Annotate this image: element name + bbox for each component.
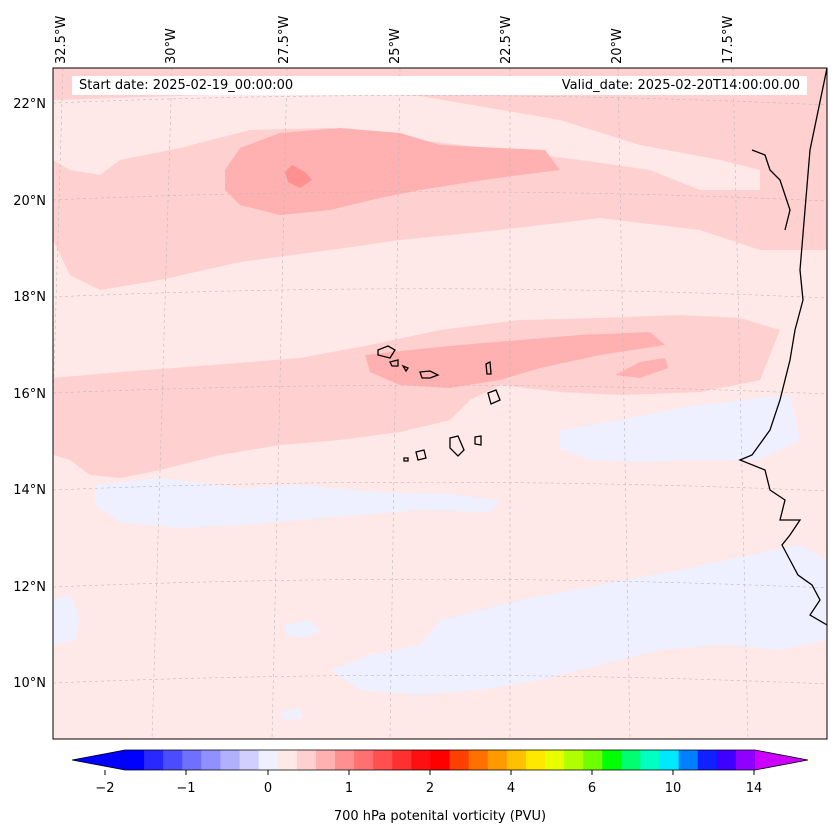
pv-contour-medium-pink [365, 332, 665, 388]
colorbar-title: 700 hPa potenital vorticity (PVU) [333, 809, 547, 824]
colorbar-over-arrow [755, 750, 808, 770]
colorbar-segment [239, 750, 260, 770]
longitude-label: 27.5°W [277, 15, 292, 64]
colorbar-segment [182, 750, 202, 770]
colorbar [71, 749, 809, 771]
colorbar-tick-label: 1 [344, 781, 354, 796]
colorbar-tick-label: 6 [587, 781, 597, 796]
latitude-label: 18°N [13, 290, 46, 305]
colorbar-tick-label: −1 [176, 781, 196, 796]
colorbar-segment [277, 750, 298, 770]
pv-contour-light-blue [95, 478, 500, 528]
colorbar-segment [583, 750, 603, 770]
longitude-label: 20°W [610, 28, 625, 64]
map-frame [52, 67, 828, 740]
colorbar-tick-label: 0 [263, 781, 273, 796]
pv-contour-dark-pink [285, 165, 312, 188]
pv-contour-light-blue [560, 395, 800, 462]
colorbar-segment [220, 750, 241, 770]
latitude-label: 12°N [13, 580, 46, 595]
longitude-label: 32.5°W [54, 15, 69, 64]
start-date-label: Start date: 2025-02-19_00:00:00 [79, 78, 294, 93]
colorbar-tick-label: 4 [506, 781, 516, 796]
latitude-label: 22°N [13, 97, 46, 112]
colorbar-under-arrow [72, 750, 125, 770]
colorbar-segment [296, 750, 317, 770]
pv-contour-light-blue [280, 708, 302, 720]
colorbar-segment [525, 750, 546, 770]
colorbar-segment [449, 750, 470, 770]
colorbar-segment [125, 750, 145, 770]
latitude-label: 14°N [13, 483, 46, 498]
colorbar-segment [506, 750, 527, 770]
latitude-label: 16°N [13, 387, 46, 402]
colorbar-tick-label: 2 [425, 781, 435, 796]
coastline [377, 68, 827, 626]
colorbar-segment [545, 750, 565, 770]
longitude-label: 22.5°W [499, 15, 514, 64]
colorbar-segment [468, 750, 489, 770]
colorbar-segment [678, 750, 699, 770]
pv-contour-medium-pink [225, 128, 560, 215]
pv-contour-light-pink [53, 315, 780, 478]
colorbar-segment [315, 750, 336, 770]
colorbar-segment [716, 750, 737, 770]
colorbar-segment [735, 750, 756, 770]
map-plot-area [53, 68, 827, 739]
map-graticule [53, 68, 827, 739]
longitude-label: 17.5°W [721, 15, 736, 64]
colorbar-segment [487, 750, 508, 770]
colorbar-segment [621, 750, 641, 770]
latitude-label: 20°N [13, 194, 46, 209]
latitude-label: 10°N [13, 676, 46, 691]
colorbar-segment [602, 750, 622, 770]
colorbar-segment [144, 750, 164, 770]
colorbar-segment [163, 750, 183, 770]
pv-contour-light-blue [330, 545, 827, 695]
colorbar-segment [659, 750, 680, 770]
longitude-label: 25°W [388, 28, 403, 64]
colorbar-segment [354, 750, 374, 770]
colorbar-tick-label: 10 [664, 781, 682, 796]
longitude-label: 30°W [164, 28, 179, 64]
pv-contour-light-pink [53, 92, 760, 190]
pv-contour-medium-pink [615, 358, 668, 378]
colorbar-segment [335, 750, 355, 770]
date-header-bar [72, 76, 807, 95]
pv-contour-light-blue [53, 595, 80, 645]
colorbar-ticks [104, 770, 755, 775]
colorbar-segment [258, 750, 279, 770]
colorbar-segment [392, 750, 412, 770]
colorbar-outline [71, 749, 809, 771]
colorbar-segment [411, 750, 431, 770]
colorbar-segment [697, 750, 718, 770]
colorbar-segment [564, 750, 584, 770]
colorbar-segment [201, 750, 221, 770]
colorbar-segment [430, 750, 451, 770]
colorbar-segment [640, 750, 661, 770]
valid-date-label: Valid_date: 2025-02-20T14:00:00.00 [561, 78, 800, 93]
colorbar-tick-label: 14 [745, 781, 763, 796]
colorbar-tick-label: −2 [95, 781, 115, 796]
colorbar-segment [373, 750, 393, 770]
pv-contour-light-blue [285, 620, 320, 638]
